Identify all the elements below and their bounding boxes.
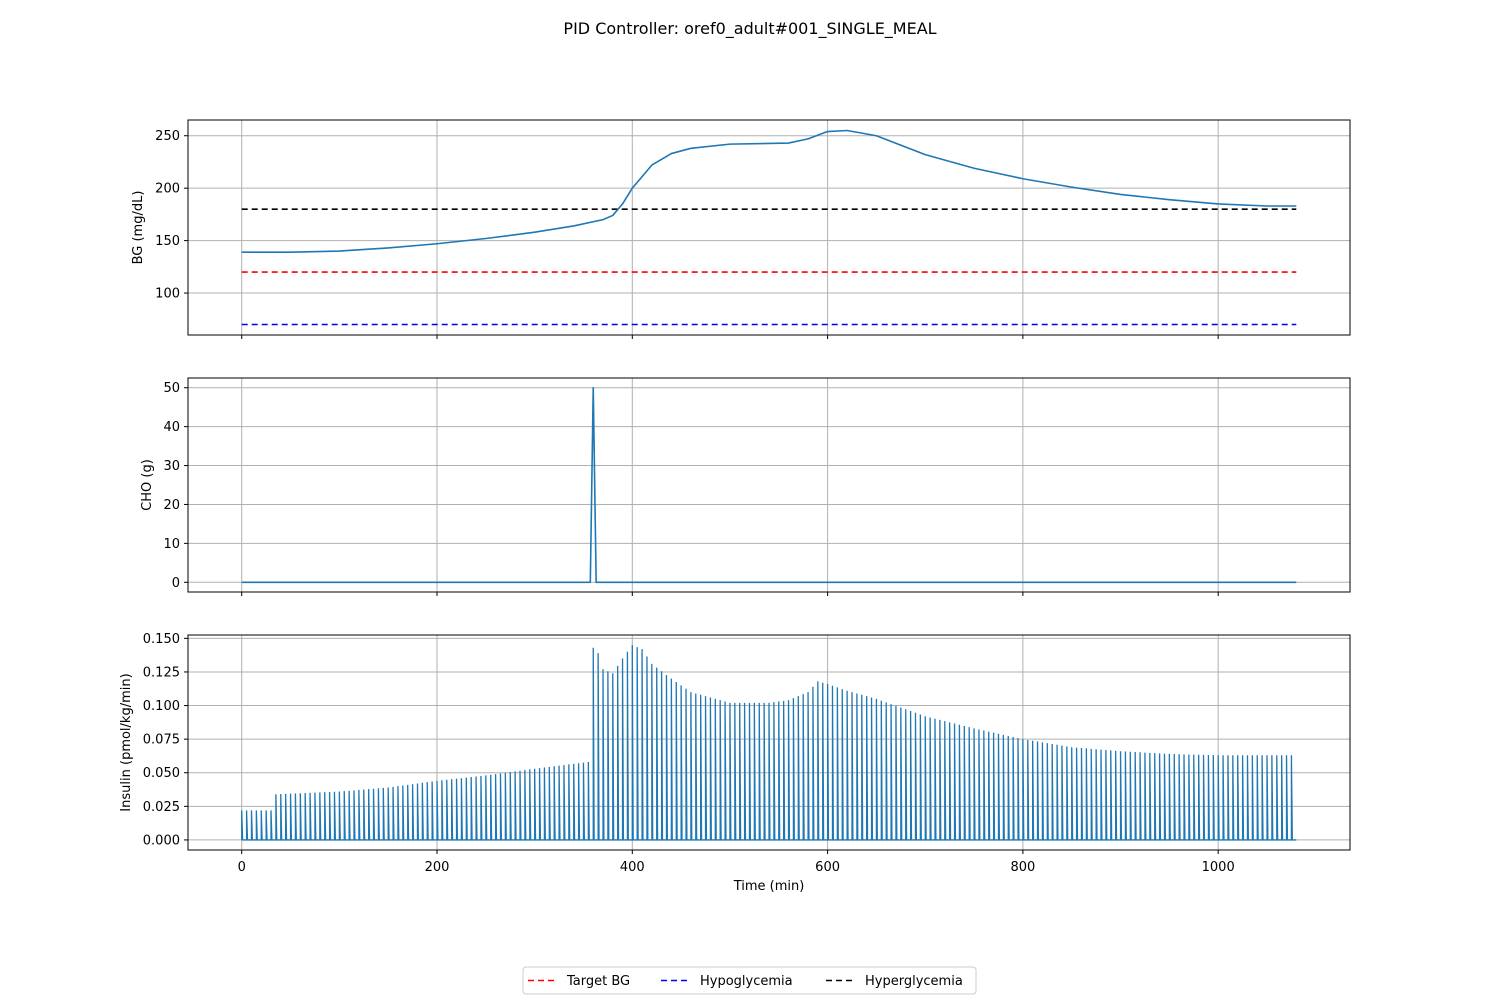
- axes-frame: [187, 119, 1351, 336]
- y-tick-label: 0: [172, 576, 180, 591]
- y-tick-label: 0.050: [143, 766, 180, 781]
- legend-frame: [522, 966, 977, 995]
- y-tick-label: 0.125: [143, 665, 180, 680]
- axes-frame: [187, 377, 1351, 593]
- y-tick-label: 20: [163, 498, 180, 513]
- legend: Target BG Hypoglycemia Hyperglycemia: [522, 966, 977, 995]
- y-tick-label: 0.025: [143, 800, 180, 815]
- y-tick-label: 200: [155, 182, 180, 197]
- y-tick-label: 40: [163, 420, 180, 435]
- legend-label: Target BG: [566, 974, 630, 989]
- x-tick-label: 1000: [1202, 860, 1235, 875]
- y-tick-label: 100: [155, 287, 180, 302]
- x-tick-label: 0: [238, 860, 246, 875]
- x-tick-label: 400: [620, 860, 645, 875]
- series-line: [241, 386, 1297, 584]
- y-axis-label: CHO (g): [140, 459, 155, 511]
- legend-label: Hypoglycemia: [700, 974, 793, 989]
- y-tick-label: 0.075: [143, 733, 180, 748]
- y-tick-label: 150: [155, 234, 180, 249]
- chart-title: PID Controller: oref0_adult#001_SINGLE_M…: [563, 19, 936, 39]
- y-axis-label: BG (mg/dL): [131, 191, 146, 265]
- subplot-3: 0.000 0.025 0.050 0.075 0.100 0.125 0.150 0 200 4…: [119, 632, 1351, 875]
- x-tick-label: 800: [1010, 860, 1035, 875]
- axes-frame: [187, 634, 1351, 851]
- y-tick-label: 10: [163, 537, 180, 552]
- subplots: 100 150 200 250 BG (mg/dL) 0 10 20 30 40 50 CHO (g)…: [119, 119, 1351, 875]
- y-tick-label: 0.000: [143, 833, 180, 848]
- subplot-2: 0 10 20 30 40 50 CHO (g): [140, 377, 1351, 596]
- y-tick-label: 30: [163, 459, 180, 474]
- y-tick-label: 50: [163, 381, 180, 396]
- series-pulses: [241, 645, 1297, 841]
- x-tick-label: 200: [425, 860, 450, 875]
- y-axis-label: Insulin (pmol/kg/min): [119, 673, 134, 811]
- y-tick-label: 0.150: [143, 632, 180, 647]
- y-tick-label: 0.100: [143, 699, 180, 714]
- legend-label: Hyperglycemia: [865, 974, 963, 989]
- subplot-1: 100 150 200 250 BG (mg/dL): [131, 119, 1351, 339]
- x-axis-label: Time (min): [733, 879, 805, 894]
- x-tick-label: 600: [815, 860, 840, 875]
- series-line: [241, 129, 1297, 253]
- y-tick-label: 250: [155, 129, 180, 144]
